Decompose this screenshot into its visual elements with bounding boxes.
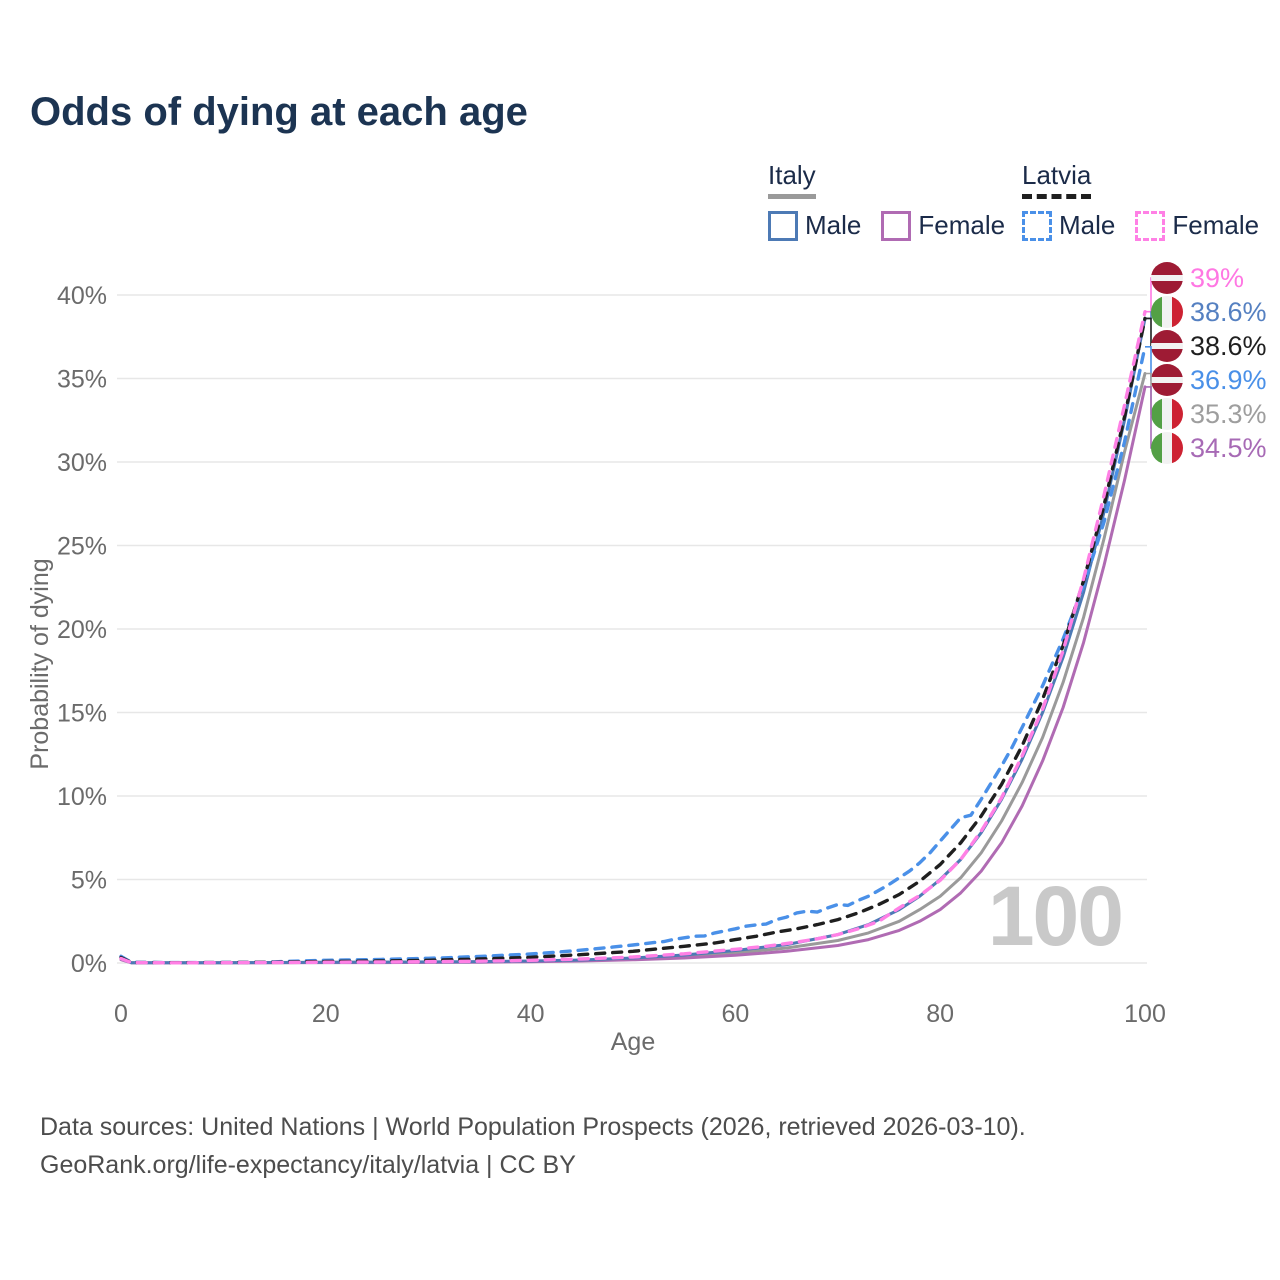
mortality-line-chart: 0% 5% 10% 15% 20% 25% 30% 35% 40% 0 20 40 60 80 100 Age… (26, 262, 1267, 1056)
italy-male-swatch-icon (768, 210, 798, 241)
series-line-italy-male[interactable] (119, 316, 1147, 965)
y-axis-title: Probability of dying (26, 558, 54, 769)
y-tick-label: 30% (57, 449, 107, 477)
page-title: Odds of dying at each age (30, 90, 528, 134)
legend-item-label: Female (918, 210, 1006, 240)
series-line-latvia-female[interactable] (119, 310, 1147, 965)
end-value-label-latvia-female: 39% (1190, 263, 1244, 293)
series-line-latvia-total[interactable] (119, 316, 1147, 965)
latvia-female-swatch-icon (1135, 210, 1166, 241)
legend-item-latvia-male[interactable]: Male (1022, 210, 1115, 241)
end-value-label-italy-female: 34.5% (1190, 433, 1267, 463)
italy-female-swatch-icon (881, 210, 912, 241)
x-tick-label: 80 (926, 1000, 954, 1028)
end-value-label-italy-total: 35.3% (1190, 399, 1267, 429)
age-watermark: 100 (988, 869, 1122, 963)
legend-item-label: Male (805, 210, 862, 240)
end-value-label-italy-male: 38.6% (1190, 297, 1267, 327)
end-value-label-latvia-male: 36.9% (1190, 365, 1267, 395)
chart-footer: Data sources: United Nations | World Pop… (40, 1108, 1026, 1184)
attribution-line: GeoRank.org/life-expectancy/italy/latvia… (40, 1151, 576, 1179)
latvia-flag-icon (1151, 262, 1183, 294)
x-tick-label: 100 (1124, 1000, 1166, 1028)
legend-item-italy-male[interactable]: Male (768, 210, 861, 241)
italy-flag-icon (1151, 432, 1183, 464)
x-axis-title: Age (611, 1028, 655, 1056)
y-tick-label: 10% (57, 783, 107, 811)
legend-item-italy-female[interactable]: Female (881, 210, 1005, 241)
y-tick-label: 5% (71, 867, 107, 895)
x-tick-label: 0 (114, 1000, 128, 1028)
legend-item-label: Female (1172, 210, 1260, 240)
italy-flag-icon (1151, 398, 1183, 430)
y-tick-label: 40% (57, 282, 107, 310)
data-sources-line: Data sources: United Nations | World Pop… (40, 1113, 1026, 1141)
y-tick-label: 20% (57, 616, 107, 644)
chart-legend: Italy Male Female Latvia Male (0, 160, 1280, 250)
latvia-flag-icon (1151, 330, 1183, 362)
x-tick-label: 60 (721, 1000, 749, 1028)
italy-flag-icon (1151, 296, 1183, 328)
x-tick-label: 20 (312, 1000, 340, 1028)
x-tick-label: 40 (517, 1000, 545, 1028)
y-tick-label: 35% (57, 366, 107, 394)
legend-group-latvia: Latvia Male Female (1022, 160, 1259, 241)
legend-group-italy: Italy Male Female (768, 160, 1005, 241)
legend-item-latvia-female[interactable]: Female (1135, 210, 1259, 241)
end-value-label-latvia-total: 38.6% (1190, 331, 1267, 361)
legend-header-latvia: Latvia (1022, 160, 1092, 199)
latvia-flag-icon (1151, 364, 1183, 396)
legend-item-label: Male (1059, 210, 1116, 240)
latvia-male-swatch-icon (1022, 210, 1052, 241)
y-tick-label: 25% (57, 533, 107, 561)
legend-header-italy: Italy (768, 160, 816, 199)
y-tick-label: 0% (71, 950, 107, 978)
y-tick-label: 15% (57, 700, 107, 728)
